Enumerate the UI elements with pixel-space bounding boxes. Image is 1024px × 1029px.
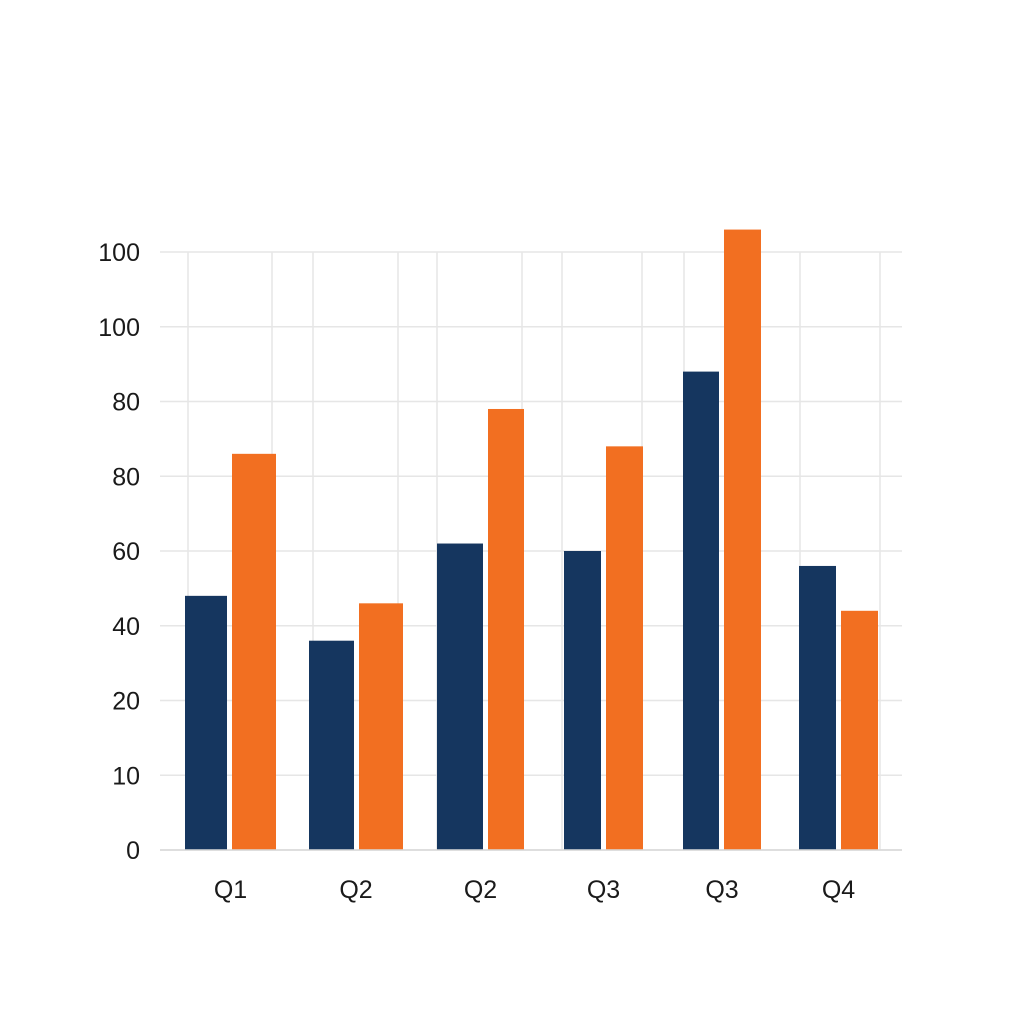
bar-2-1 (359, 603, 403, 850)
y-tick-label: 60 (112, 538, 140, 566)
x-category-label: Q2 (339, 876, 372, 904)
bar-1-1 (309, 640, 354, 850)
y-tick-label: 80 (112, 389, 140, 417)
x-category-label: Q3 (705, 876, 738, 904)
y-tick-label: 100 (98, 314, 140, 342)
bars (160, 229, 902, 851)
y-tick-label: 40 (112, 613, 140, 641)
bar-1-2 (437, 543, 483, 850)
bar-2-4 (724, 229, 761, 850)
x-category-label: Q1 (214, 876, 247, 904)
bar-2-0 (232, 453, 276, 850)
bar-1-4 (683, 371, 719, 850)
y-tick-label: 100 (98, 239, 140, 267)
bar-1-0 (185, 595, 227, 850)
bar-1-3 (564, 551, 601, 850)
y-axis-ticks: 0 10 20 40 60 80 80 100 100 (98, 239, 140, 865)
y-tick-label: 0 (126, 837, 140, 865)
bar-2-2 (488, 408, 524, 850)
y-tick-label: 10 (112, 762, 140, 790)
y-tick-label: 20 (112, 688, 140, 716)
x-axis-labels: Q1 Q2 Q2 Q3 Q3 Q4 (214, 876, 855, 904)
x-category-label: Q4 (822, 876, 855, 904)
bar-2-3 (606, 446, 643, 850)
y-tick-label: 80 (112, 463, 140, 491)
x-category-label: Q3 (587, 876, 620, 904)
bar-1-5 (799, 565, 836, 850)
x-category-label: Q2 (464, 876, 497, 904)
bar-2-5 (841, 610, 878, 850)
